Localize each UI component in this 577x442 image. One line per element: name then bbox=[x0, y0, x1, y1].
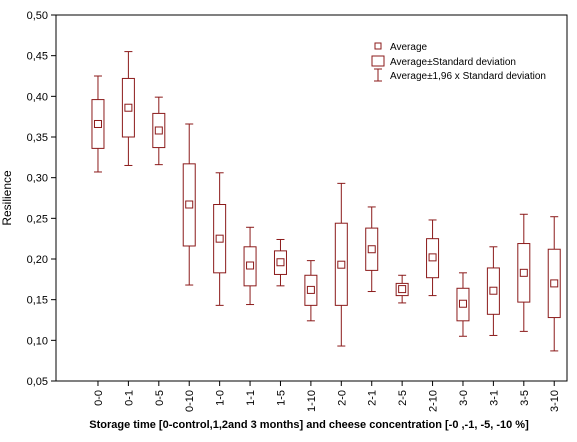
box-1-10 bbox=[304, 260, 318, 322]
sd-box bbox=[517, 243, 531, 303]
mean-marker bbox=[367, 245, 376, 254]
sd-box bbox=[304, 274, 318, 306]
box-3-0 bbox=[456, 272, 470, 337]
x-tick-label: 2-1 bbox=[367, 390, 379, 406]
box-2-0 bbox=[334, 182, 348, 347]
x-tick-label: 0-10 bbox=[184, 390, 196, 412]
x-tick-label: 3-0 bbox=[458, 390, 470, 406]
box-0-5 bbox=[152, 96, 166, 166]
sd-box bbox=[426, 238, 440, 279]
mean-marker bbox=[519, 268, 528, 277]
mean-marker bbox=[93, 119, 102, 128]
box-1-5 bbox=[273, 238, 287, 287]
x-tick-label: 2-0 bbox=[336, 390, 348, 406]
mean-marker bbox=[215, 234, 224, 243]
y-tick-label: 0,25 bbox=[27, 213, 48, 225]
mean-marker bbox=[246, 261, 255, 270]
legend-label: Average bbox=[390, 42, 428, 53]
mean-marker bbox=[306, 285, 315, 294]
box-0-1 bbox=[121, 51, 135, 166]
sd-box bbox=[456, 287, 470, 322]
sd-box bbox=[334, 222, 348, 306]
box-2-5 bbox=[395, 274, 409, 304]
sd-box bbox=[273, 250, 287, 275]
box-3-1 bbox=[486, 246, 500, 336]
legend-label: Average±1,96 x Standard deviation bbox=[390, 71, 546, 82]
y-tick-label: 0,05 bbox=[27, 376, 48, 388]
sd-box bbox=[152, 112, 166, 149]
legend-average-marker bbox=[374, 42, 382, 50]
x-tick-label: 2-5 bbox=[397, 390, 409, 406]
x-tick-label: 1-0 bbox=[215, 390, 227, 406]
y-tick-label: 0,40 bbox=[27, 91, 48, 103]
legend-label: Average±Standard deviation bbox=[390, 57, 516, 68]
x-tick-label: 1-5 bbox=[275, 390, 287, 406]
y-tick-label: 0,35 bbox=[27, 132, 48, 144]
mean-marker bbox=[458, 299, 467, 308]
plot-frame bbox=[55, 14, 568, 382]
mean-marker bbox=[398, 285, 407, 294]
sd-box bbox=[243, 246, 257, 287]
mean-marker bbox=[276, 258, 285, 267]
x-tick-label: 1-1 bbox=[245, 390, 257, 406]
x-tick-label: 2-10 bbox=[428, 390, 440, 412]
y-axis-label: Resilience bbox=[0, 170, 14, 226]
sd-box bbox=[547, 248, 561, 319]
x-tick-label: 3-10 bbox=[549, 390, 561, 412]
sd-box bbox=[91, 99, 105, 149]
mean-marker bbox=[428, 253, 437, 262]
x-tick-label: 0-5 bbox=[154, 390, 166, 406]
y-tick-label: 0,20 bbox=[27, 254, 48, 266]
x-tick-label: 1-10 bbox=[306, 390, 318, 412]
mean-marker bbox=[154, 126, 163, 135]
x-tick-label: 3-1 bbox=[488, 390, 500, 406]
box-1-0 bbox=[213, 172, 227, 306]
box-0-0 bbox=[91, 75, 105, 173]
sd-box bbox=[213, 204, 227, 274]
box-2-1 bbox=[365, 206, 379, 293]
y-axis: 0,05 0,10 0,15 0,20 0,25 0,30 0,35 0,40 0,45 0,50 bbox=[27, 10, 56, 388]
x-tick-label: 0-0 bbox=[93, 390, 105, 406]
box-2-10 bbox=[426, 219, 440, 297]
sd-box bbox=[121, 77, 135, 138]
box-3-10 bbox=[547, 216, 561, 352]
sd-box bbox=[182, 163, 196, 247]
series-group bbox=[91, 51, 561, 352]
y-tick-label: 0,15 bbox=[27, 295, 48, 307]
legend: Average Average±Standard deviation Average… bbox=[371, 42, 546, 82]
box-1-1 bbox=[243, 226, 257, 306]
sd-box bbox=[486, 267, 500, 315]
y-tick-label: 0,50 bbox=[27, 10, 48, 22]
sd-box bbox=[365, 227, 379, 271]
box-3-5 bbox=[517, 213, 531, 332]
x-axis: 0-0 0-1 0-5 0-10 1-0 1-1 1-5 1-10 2-0 2-1 2-5 2-10 3… bbox=[93, 381, 561, 412]
legend-sd-box-marker bbox=[371, 55, 385, 67]
x-tick-label: 0-1 bbox=[123, 390, 135, 406]
y-tick-label: 0,10 bbox=[27, 335, 48, 347]
y-tick-label: 0,30 bbox=[27, 173, 48, 185]
mean-marker bbox=[489, 286, 498, 295]
y-tick-label: 0,45 bbox=[27, 51, 48, 63]
mean-marker bbox=[185, 200, 194, 209]
box-0-10 bbox=[182, 123, 196, 286]
x-tick-label: 3-5 bbox=[519, 390, 531, 406]
x-axis-label: Storage time [0-control,1,2and 3 months]… bbox=[89, 419, 529, 431]
mean-marker bbox=[124, 103, 133, 112]
mean-marker bbox=[337, 260, 346, 269]
mean-marker bbox=[550, 279, 559, 288]
